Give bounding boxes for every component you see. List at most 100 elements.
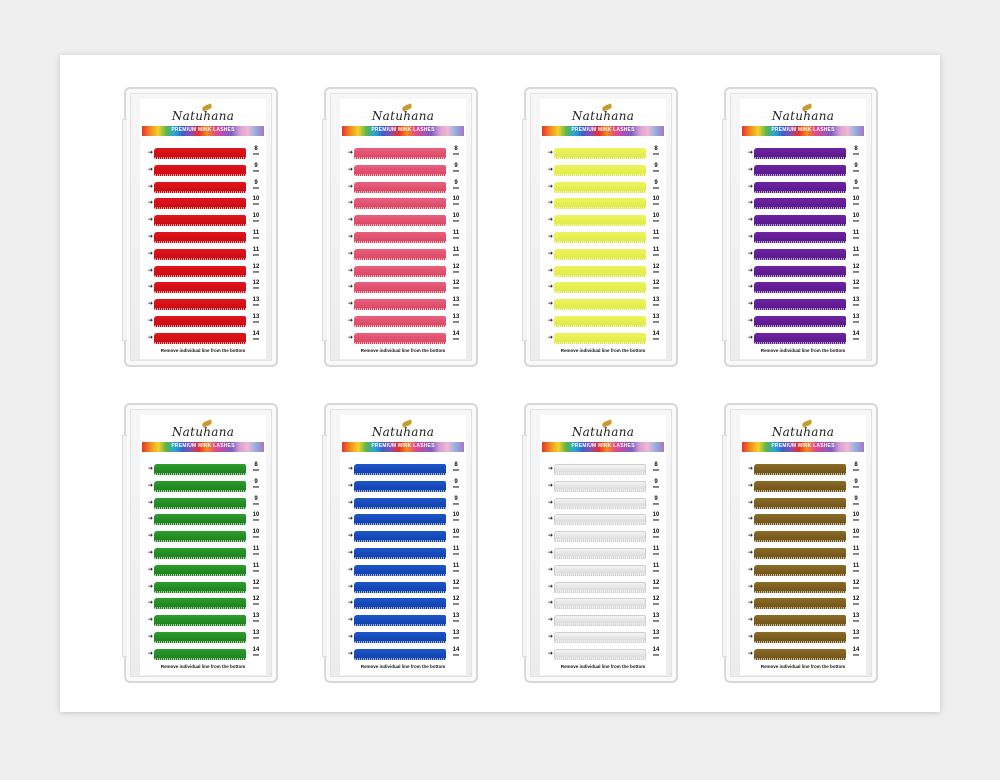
lash-row: ➔ 9 mm: [140, 162, 266, 179]
unit-label: mm: [252, 286, 260, 291]
unit-label: mm: [252, 168, 260, 173]
length-label: 10 mm: [850, 512, 862, 522]
unit-label: mm: [452, 518, 460, 523]
lash-row: ➔ 12 mm: [740, 595, 866, 612]
length-value: 10: [652, 512, 660, 519]
unit-label: mm: [252, 652, 260, 657]
length-value: 13: [452, 313, 460, 320]
unit-label: mm: [252, 219, 260, 224]
lash-row: ➔ 10 mm: [340, 528, 466, 545]
length-label: 9 mm: [250, 479, 262, 489]
length-label: 11 mm: [850, 563, 862, 573]
unit-label: mm: [852, 468, 860, 472]
lash-strip: [154, 615, 246, 628]
lash-row: ➔ 12 mm: [140, 579, 266, 596]
lash-strip: [754, 265, 846, 278]
unit-label: mm: [652, 468, 660, 472]
length-value: 12: [652, 280, 660, 287]
unit-label: mm: [452, 286, 460, 291]
length-value: 9: [654, 162, 658, 169]
unit-label: mm: [652, 319, 660, 324]
lash-strip: [154, 148, 246, 160]
length-label: 8 mm: [450, 462, 462, 472]
length-value: 10: [252, 529, 260, 536]
unit-label: mm: [852, 202, 860, 207]
length-value: 13: [252, 613, 260, 620]
unit-label: mm: [452, 551, 460, 556]
arrow-icon: ➔: [148, 466, 154, 472]
length-label: 14 mm: [650, 331, 662, 341]
lash-row: ➔ 9 mm: [340, 179, 466, 196]
unit-label: mm: [652, 202, 660, 207]
unit-label: mm: [852, 269, 860, 274]
lash-card: Natuhana PREMIUM MINK LASHES ➔ 8 mm ➔ 9 mm…: [340, 99, 466, 359]
unit-label: mm: [252, 602, 260, 607]
brand-name: Natuhana: [771, 109, 835, 123]
length-value: 9: [854, 162, 858, 169]
lash-row: ➔ 9 mm: [340, 495, 466, 512]
length-value: 9: [254, 478, 258, 485]
lash-row: ➔ 8 mm: [540, 145, 666, 162]
length-value: 11: [252, 246, 260, 253]
brand-name: Natuhana: [171, 109, 235, 123]
lash-strip: [554, 547, 646, 559]
unit-label: mm: [652, 568, 660, 573]
length-value: 9: [254, 162, 258, 169]
length-value: 11: [252, 229, 260, 236]
arrow-icon: ➔: [548, 200, 554, 207]
unit-label: mm: [252, 269, 260, 274]
length-value: 13: [852, 629, 860, 636]
length-value: 12: [452, 596, 460, 603]
lash-row: ➔ 12 mm: [340, 263, 466, 280]
unit-label: mm: [252, 619, 260, 624]
lash-row: ➔ 10 mm: [340, 511, 466, 528]
lash-rows: ➔ 8 mm ➔ 9 mm ➔ 9 mm ➔ 10 mm ➔ 10 mm ➔ 11 mm ➔…: [540, 145, 666, 347]
lash-strip: [154, 299, 246, 312]
lash-strip: [554, 282, 646, 295]
unit-label: mm: [652, 168, 660, 173]
arrow-icon: ➔: [348, 583, 354, 590]
lash-row: ➔ 10 mm: [140, 195, 266, 212]
arrow-icon: ➔: [348, 301, 354, 308]
length-label: 13 mm: [250, 630, 262, 640]
length-label: 8 mm: [250, 146, 262, 156]
lash-card: Natuhana PREMIUM MINK LASHES ➔ 8 mm ➔ 9 mm…: [740, 415, 866, 675]
unit-label: mm: [452, 202, 460, 207]
length-value: 14: [452, 330, 460, 337]
brand-name: Natuhana: [371, 425, 435, 439]
length-value: 11: [652, 545, 660, 552]
length-value: 10: [852, 213, 860, 220]
length-value: 14: [252, 646, 260, 653]
length-value: 13: [452, 297, 460, 304]
tagline: PREMIUM MINK LASHES: [571, 443, 635, 449]
length-label: 13 mm: [250, 314, 262, 324]
lash-strip: [754, 464, 846, 476]
brand-name: Natuhana: [771, 425, 835, 439]
unit-label: mm: [452, 602, 460, 607]
length-value: 11: [452, 562, 460, 569]
lash-strip: [754, 547, 846, 560]
arrow-icon: ➔: [548, 284, 554, 291]
footer-instruction: Remove individual line from the bottom: [160, 664, 246, 669]
unit-label: mm: [652, 602, 660, 607]
rainbow-banner: PREMIUM MINK LASHES: [742, 126, 864, 136]
lash-row: ➔ 13 mm: [140, 612, 266, 629]
unit-label: mm: [452, 152, 460, 156]
length-value: 11: [452, 545, 460, 552]
lash-tray-green: Natuhana PREMIUM MINK LASHES ➔ 8 mm ➔ 9 mm…: [122, 403, 278, 683]
arrow-icon: ➔: [548, 317, 554, 324]
unit-label: mm: [252, 635, 260, 640]
unit-label: mm: [652, 585, 660, 590]
unit-label: mm: [252, 185, 260, 190]
lash-strip: [554, 265, 646, 278]
length-value: 8: [854, 462, 858, 468]
lash-row: ➔ 13 mm: [740, 612, 866, 629]
lash-strip: [354, 215, 446, 228]
length-value: 8: [254, 146, 258, 152]
lash-row: ➔ 12 mm: [540, 263, 666, 280]
lash-row: ➔ 9 mm: [740, 179, 866, 196]
length-label: 14 mm: [450, 331, 462, 341]
arrow-icon: ➔: [748, 583, 754, 590]
length-label: 14 mm: [250, 647, 262, 657]
lash-strip: [154, 282, 246, 295]
